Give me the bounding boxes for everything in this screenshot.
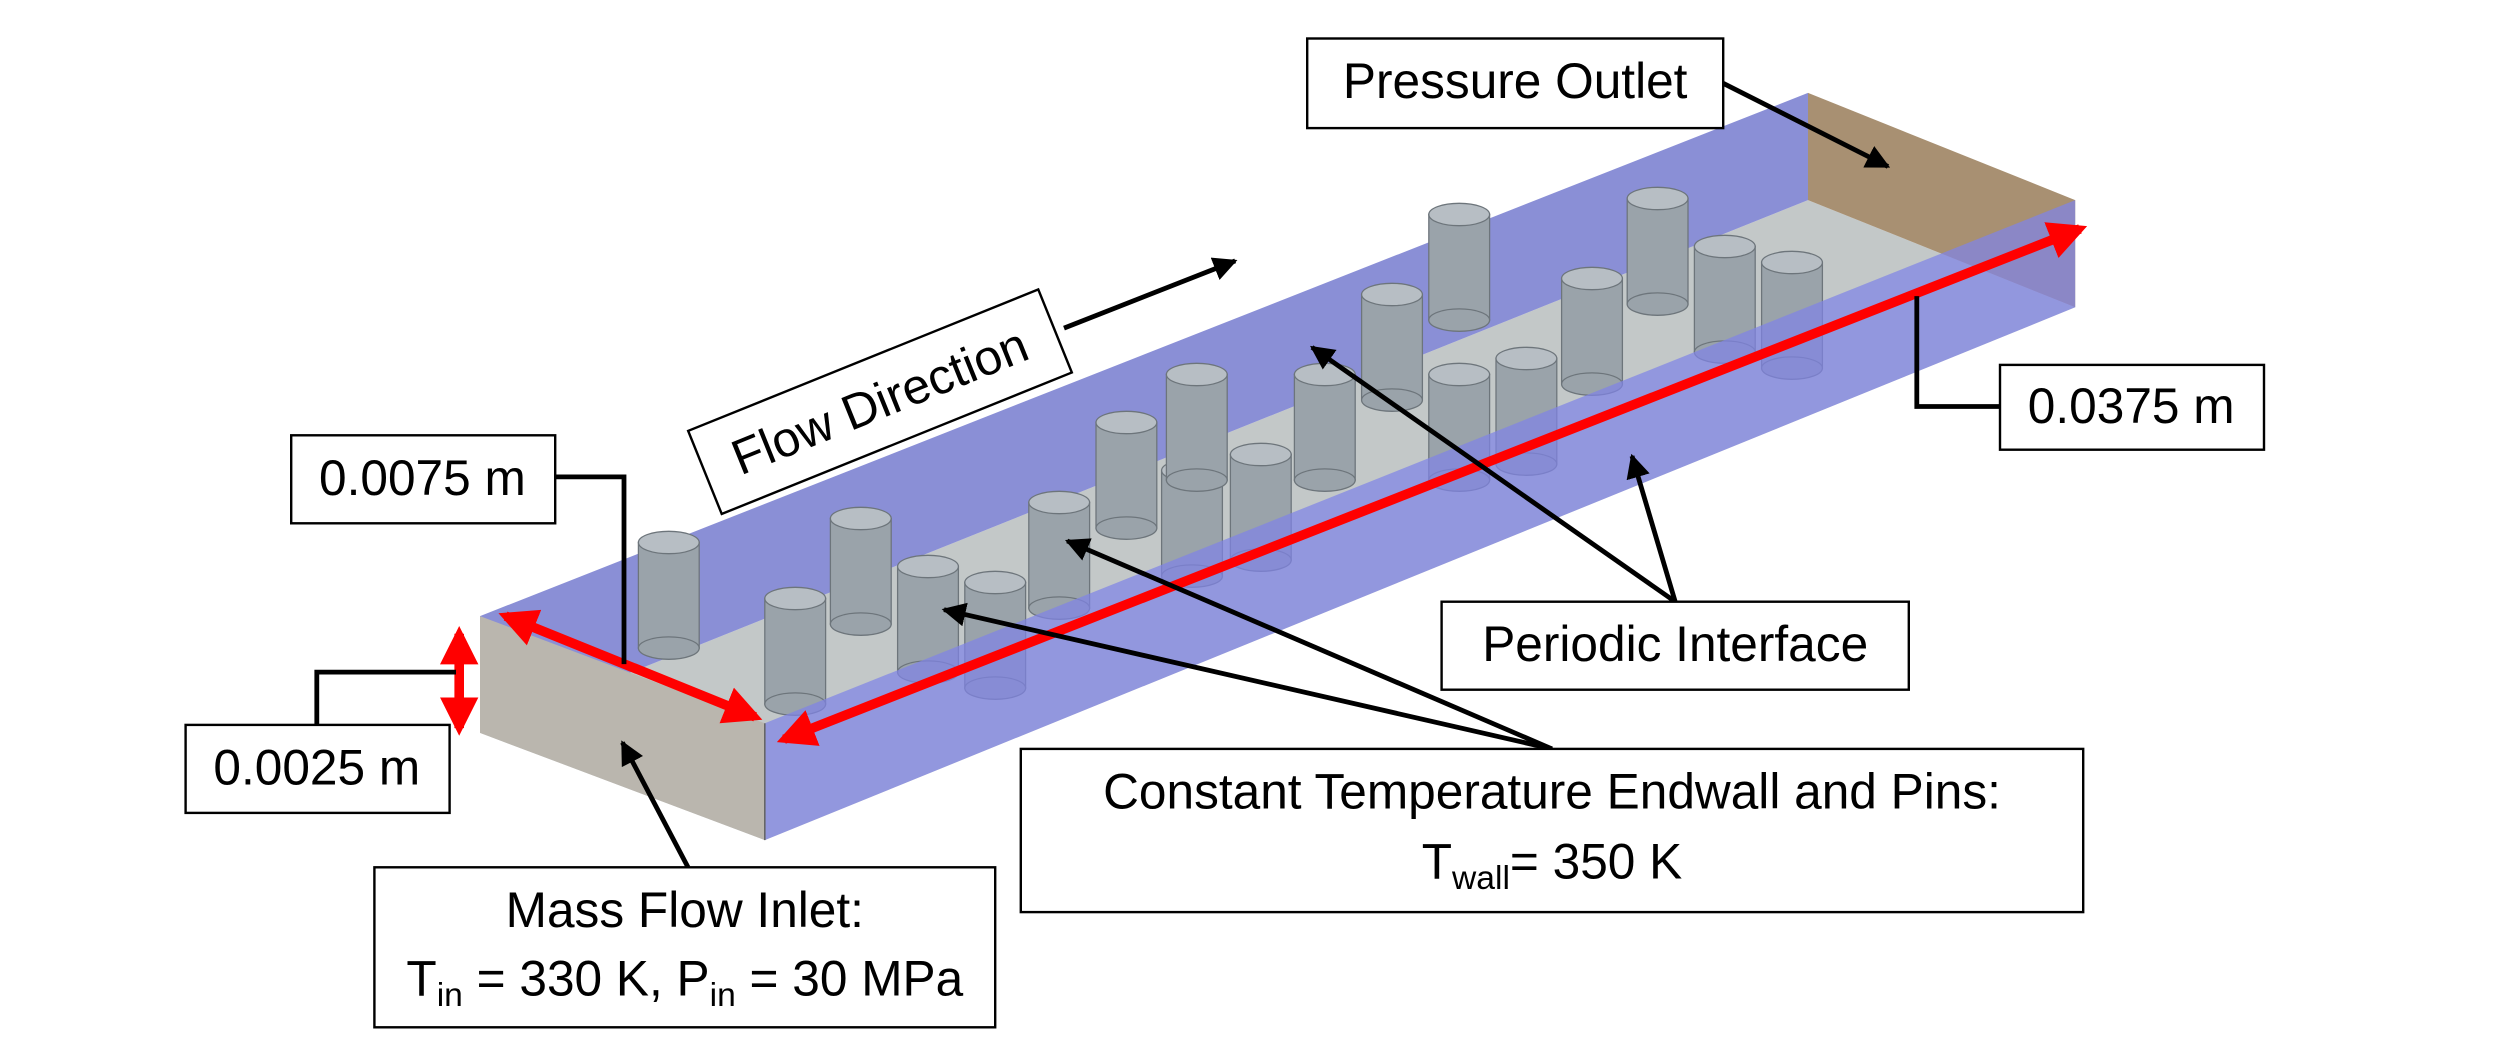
pin-part — [1694, 235, 1755, 257]
leader — [317, 672, 456, 725]
pin-part — [1496, 347, 1557, 369]
pin-part — [1230, 443, 1291, 465]
pin-part — [1166, 375, 1227, 481]
inlet-title: Mass Flow Inlet: — [506, 882, 864, 938]
subscript: wall — [1451, 860, 1510, 897]
pin-part — [830, 519, 891, 625]
pin-part — [1029, 491, 1090, 513]
width-label: 0.0075 m — [319, 450, 526, 506]
pin-part — [1362, 283, 1423, 305]
pin-part — [765, 599, 826, 705]
pin-part — [765, 587, 826, 609]
pin-part — [1627, 199, 1688, 305]
pin-part — [830, 507, 891, 529]
text-part: T — [406, 951, 436, 1007]
pin-part — [1166, 363, 1227, 385]
height-label: 0.0025 m — [213, 739, 420, 795]
pin-part — [1096, 423, 1157, 529]
outlet-label: Pressure Outlet — [1343, 53, 1688, 109]
pin-part — [1429, 309, 1490, 331]
pin-part — [1294, 375, 1355, 481]
pin-part — [1362, 389, 1423, 411]
pin-part — [1096, 517, 1157, 539]
pin-part — [830, 613, 891, 635]
text-part: = 350 K — [1510, 834, 1682, 890]
text-part: T — [1422, 834, 1452, 890]
periodic-label: Periodic Interface — [1482, 616, 1868, 672]
pin-part — [1762, 251, 1823, 273]
pin-part — [1429, 215, 1490, 321]
pin-part — [1294, 469, 1355, 491]
pin-part — [638, 543, 699, 649]
pin-part — [1362, 295, 1423, 401]
pin-part — [1627, 293, 1688, 315]
endwall-title: Constant Temperature Endwall and Pins: — [1103, 763, 2001, 819]
pin-part — [638, 637, 699, 659]
pin-part — [1029, 503, 1090, 609]
pin-part — [1627, 187, 1688, 209]
pin-part — [638, 531, 699, 553]
pin-part — [898, 555, 959, 577]
subscript: in — [710, 977, 736, 1014]
pin-part — [1429, 363, 1490, 385]
pin-part — [1096, 411, 1157, 433]
diagram: Pressure Outlet Flow Direction 0.0375 m … — [0, 0, 2496, 1037]
pin-part — [1562, 267, 1623, 289]
leader — [1064, 261, 1235, 328]
pin-part — [1429, 203, 1490, 225]
pin-part — [1562, 279, 1623, 385]
subscript: in — [437, 977, 463, 1014]
text-part: = 330 K, P — [463, 951, 710, 1007]
pin-part — [1166, 469, 1227, 491]
inlet-condition: Tin = 330 K, Pin = 30 MPa — [406, 951, 963, 1014]
pin-part — [965, 571, 1026, 593]
pin-part — [1294, 363, 1355, 385]
length-label: 0.0375 m — [2028, 378, 2235, 434]
text-part: = 30 MPa — [736, 951, 964, 1007]
